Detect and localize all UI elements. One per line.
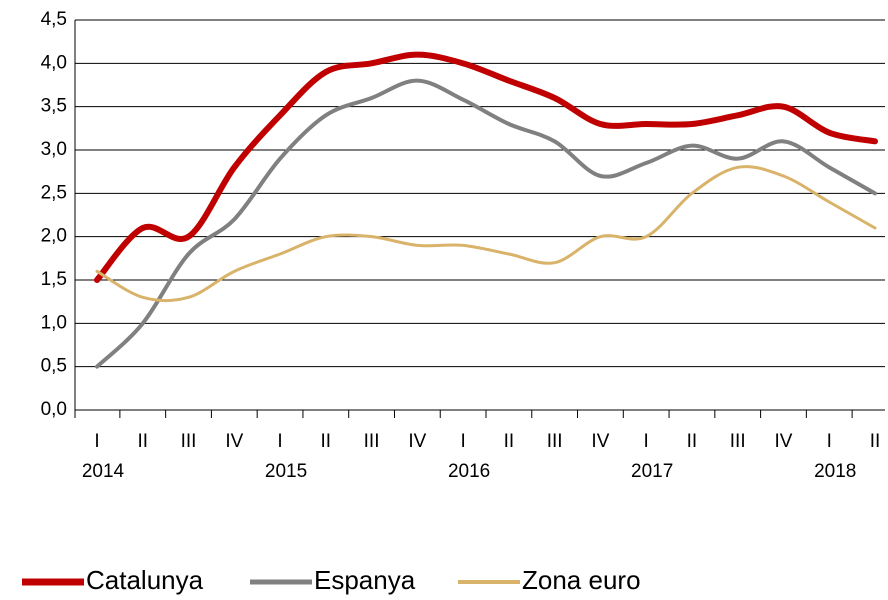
legend-label: Zona euro (522, 565, 641, 595)
year-label: 2018 (814, 461, 856, 482)
x-tick-label: IV (591, 431, 609, 452)
y-tick-label: 0,5 (41, 356, 67, 377)
series-line (95, 165, 877, 303)
legend-label: Espanya (314, 565, 416, 595)
y-tick-label: 1,5 (41, 269, 67, 290)
x-tick-label: III (364, 431, 380, 452)
x-tick-label: I (460, 431, 465, 452)
legend-label: Catalunya (86, 565, 204, 595)
x-tick-label: III (547, 431, 563, 452)
y-tick-label: 4,0 (41, 52, 67, 73)
x-tick-label: II (687, 431, 698, 452)
x-tick-label: I (94, 431, 99, 452)
y-tick-label: 2,5 (41, 182, 67, 203)
y-tick-label: 1,0 (41, 312, 67, 333)
series-line (94, 51, 878, 283)
x-tick-label: II (870, 431, 881, 452)
x-tick-label: IV (774, 431, 792, 452)
year-label: 2014 (82, 461, 125, 482)
x-tick-label: III (730, 431, 746, 452)
x-tick-label: II (321, 431, 332, 452)
y-tick-label: 3,5 (41, 96, 67, 117)
x-tick-label: II (504, 431, 515, 452)
x-tick-label: IV (225, 431, 243, 452)
x-tick-label: II (137, 431, 148, 452)
year-label: 2015 (265, 461, 307, 482)
y-tick-label: 2,0 (41, 226, 67, 247)
x-tick-label: I (827, 431, 832, 452)
year-label: 2017 (631, 461, 673, 482)
x-tick-label: III (181, 431, 197, 452)
x-tick-label: I (644, 431, 649, 452)
y-tick-label: 3,0 (41, 139, 67, 160)
x-tick-label: IV (408, 431, 426, 452)
y-tick-label: 0,0 (41, 399, 67, 420)
series-line (95, 78, 877, 369)
year-label: 2016 (448, 461, 490, 482)
x-tick-label: I (277, 431, 282, 452)
y-tick-label: 4,5 (41, 9, 67, 30)
